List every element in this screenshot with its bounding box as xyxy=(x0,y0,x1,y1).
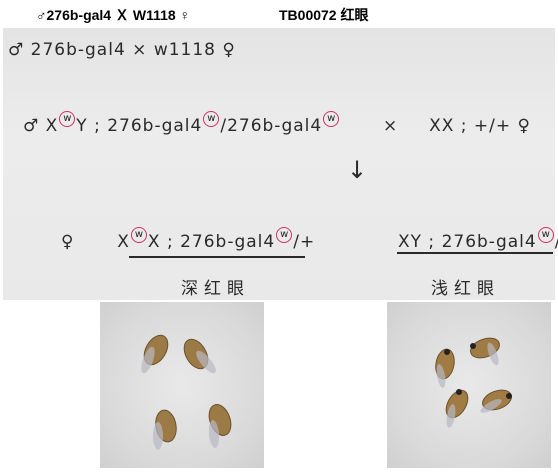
title-bar: ♂276b-gal4 Ｘ W1118 ♀ TB00072 红眼 xyxy=(0,0,558,28)
male-phenotype: 浅红眼 xyxy=(431,279,500,299)
stock-label: TB00072 红眼 xyxy=(279,7,369,23)
male-flies-photo xyxy=(387,302,551,468)
male-genotype-offspring: XY ; 276b-gal4 xyxy=(398,232,537,252)
male-genotype-end: /+ xyxy=(555,232,558,252)
cross-symbol: × xyxy=(383,116,399,136)
male-genotype: Y ; 276b-gal4 xyxy=(76,116,203,136)
cross-title: ♂276b-gal4 Ｘ W1118 ♀ xyxy=(36,7,191,23)
female-genotype-end: /+ xyxy=(293,232,316,252)
white-marker-circle: w xyxy=(323,111,340,127)
female-x: X xyxy=(117,232,130,252)
male-underline xyxy=(397,252,553,254)
white-marker-circle: w xyxy=(203,111,220,127)
male-genotype-2: /276b-gal4 xyxy=(220,116,323,136)
female-symbol: ♀ xyxy=(61,232,75,252)
female-phenotype: 深红眼 xyxy=(181,279,250,299)
white-marker-circle: w xyxy=(537,227,554,243)
female-genotype-parent: XX ; +/+ ♀ xyxy=(429,116,531,136)
female-underline xyxy=(129,256,305,258)
male-x: ♂ X xyxy=(23,116,59,136)
white-marker-circle: w xyxy=(59,111,76,127)
white-marker-circle: w xyxy=(130,227,147,243)
female-genotype: X ; 276b-gal4 xyxy=(147,232,276,252)
white-marker-circle: w xyxy=(276,227,293,243)
cross-line: ♂ 276b-gal4 × w1118 ♀ xyxy=(8,40,236,60)
female-flies-photo xyxy=(100,302,264,468)
down-arrow: ↓ xyxy=(347,156,369,184)
